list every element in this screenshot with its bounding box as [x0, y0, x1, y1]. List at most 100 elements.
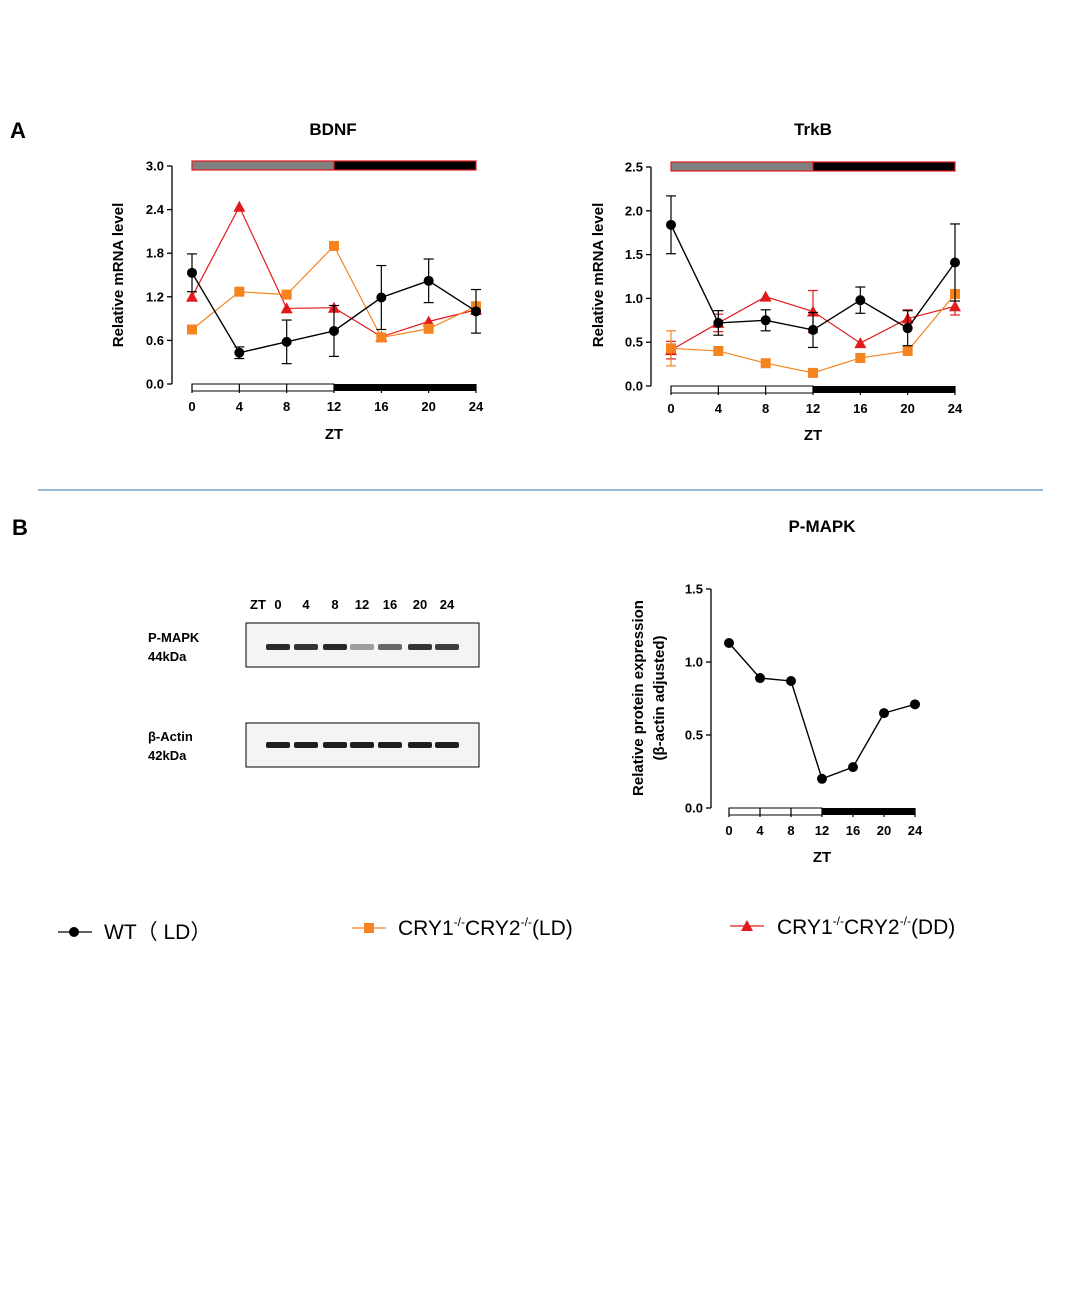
legend-cry-dd-part-3: (DD) [911, 916, 955, 939]
pmapk-xtick-label-4: 16 [846, 823, 860, 838]
actin-band-2 [323, 742, 347, 748]
trkb-top-bar-light [670, 161, 814, 172]
trkb-wt-point-1 [713, 317, 724, 328]
pmapk-xtick-label-3: 12 [815, 823, 829, 838]
legend-cry-ld-part-2: CRY2 [465, 917, 521, 940]
legend-cry-dd-sup-2: -/- [900, 914, 911, 928]
trkb-xtick-label-6: 24 [948, 401, 963, 416]
pmapk-band-0 [266, 644, 290, 650]
pmapk-wt-point-4 [848, 762, 858, 773]
legend-cry-ld-sup-1: -/- [454, 915, 465, 929]
blot-lane-label-0: 0 [274, 597, 281, 612]
pmapk-xtick-label-2: 8 [787, 823, 794, 838]
trkb-wt-point-5 [902, 323, 913, 334]
bdnf-wt-point-0 [187, 267, 197, 278]
actin-blot-size: 42kDa [148, 748, 187, 763]
legend-cry-dd-sup-1: -/- [833, 914, 844, 928]
legend-wt-marker [69, 927, 79, 937]
panel-label-a: A [10, 118, 26, 143]
pmapk-ytick-label-0: 0.0 [685, 801, 703, 816]
bdnf-dark-bar [334, 384, 476, 391]
trkb-dd-point-6 [949, 300, 961, 312]
pmapk-ytick-label-1: 0.5 [685, 728, 703, 743]
trkb-dd-point-2 [759, 290, 772, 302]
pmapk-xtick-label-0: 0 [725, 823, 732, 838]
bdnf-ytick-label-5: 3.0 [146, 159, 164, 174]
bdnf-light-bar [191, 383, 335, 392]
blot-lane-label-1: 4 [302, 597, 310, 612]
actin-bands [266, 742, 459, 748]
pmapk-y-label-2: (β-actin adjusted) [651, 636, 668, 761]
pmapk-blot-size: 44kDa [148, 649, 187, 664]
bdnf-ytick-label-2: 1.2 [146, 289, 164, 304]
bdnf-chart: BDNF 0.0 0.6 1.2 1.8 2.4 3.0 0 4 8 12 16 20 24 ZT Relat… [110, 120, 484, 443]
trkb-wt-point-0 [666, 219, 676, 230]
pmapk-band-1 [294, 644, 318, 650]
bdnf-x-label: ZT [325, 426, 343, 443]
pmapk-y-label: Relative protein expression [630, 600, 647, 796]
blot-lane-label-3: 12 [355, 597, 369, 612]
pmapk-ytick-label-2: 1.0 [685, 655, 703, 670]
trkb-ytick-label-4: 2.0 [625, 203, 643, 218]
blot-lane-labels: 0 4 8 12 16 20 24 [274, 597, 455, 612]
blot-lane-label-5: 20 [413, 597, 427, 612]
bdnf-ld-point-2 [281, 289, 292, 300]
bdnf-wt-point-4 [376, 292, 387, 303]
bdnf-xtick-label-6: 24 [469, 399, 484, 414]
bdnf-dd-point-5 [422, 315, 435, 327]
pmapk-x-label: ZT [813, 849, 831, 866]
trkb-ytick-label-3: 1.5 [625, 247, 643, 262]
blot-lane-label-4: 16 [383, 597, 397, 612]
trkb-ld-point-1 [713, 345, 724, 356]
trkb-dd-point-4 [854, 337, 867, 349]
bdnf-ld-point-3 [329, 240, 339, 251]
bdnf-wt-point-2 [281, 336, 292, 347]
trkb-xtick-label-1: 4 [715, 401, 723, 416]
bdnf-y-label: Relative mRNA level [110, 203, 127, 348]
trkb-wt-point-6 [950, 257, 960, 268]
bdnf-ld-point-0 [187, 324, 197, 335]
bdnf-xtick-label-0: 0 [188, 399, 195, 414]
pmapk-bands [266, 644, 459, 650]
pmapk-wt-point-3 [817, 773, 827, 784]
bdnf-dd-point-1 [233, 200, 246, 212]
pmapk-wt-point-0 [724, 638, 734, 649]
trkb-ytick-label-2: 1.0 [625, 291, 643, 306]
actin-band-0 [266, 742, 290, 748]
actin-band-6 [435, 742, 459, 748]
bdnf-top-bar-light [191, 160, 335, 171]
legend-wt-label: WT（ LD） [104, 921, 211, 944]
bdnf-ytick-label-1: 0.6 [146, 333, 164, 348]
bdnf-wt-point-1 [234, 347, 245, 358]
trkb-dd-point-3 [807, 305, 819, 317]
pmapk-wt-point-1 [755, 673, 765, 684]
trkb-ytick-label-5: 2.5 [625, 160, 643, 175]
pmapk-light-bar [728, 807, 823, 816]
actin-band-3 [350, 742, 374, 748]
bdnf-ld-point-1 [234, 286, 245, 297]
blot-lane-label-6: 24 [440, 597, 455, 612]
trkb-title: TrkB [794, 120, 832, 139]
bdnf-wt-point-5 [423, 275, 434, 286]
blot-lane-label-2: 8 [331, 597, 338, 612]
trkb-xtick-label-4: 16 [853, 401, 867, 416]
pmapk-band-2 [323, 644, 347, 650]
legend-cry-ld-marker [364, 923, 374, 933]
actin-band-4 [378, 742, 402, 748]
trkb-wt-point-3 [808, 324, 818, 335]
trkb-wt-point-4 [855, 295, 866, 306]
legend-cry-dd-label: CRY1-/-CRY2-/-(DD) [777, 914, 955, 939]
western-blot: ZT 0 4 8 12 16 20 24 P-MAPK 44kDa β-Actin 42kD… [148, 597, 480, 768]
bdnf-title: BDNF [309, 120, 356, 139]
legend-item-wt: WT（ LD） [58, 921, 211, 944]
bdnf-ytick-label-0: 0.0 [146, 377, 164, 392]
trkb-ld-point-4 [855, 352, 866, 363]
bdnf-dd-point-2 [280, 302, 293, 314]
trkb-xtick-label-0: 0 [667, 401, 674, 416]
pmapk-xtick-label-6: 24 [908, 823, 923, 838]
pmapk-band-4 [378, 644, 402, 650]
pmapk-ytick-label-3: 1.5 [685, 582, 703, 597]
legend-item-cry-dd: CRY1-/-CRY2-/-(DD) [730, 914, 955, 939]
trkb-ld-point-5 [902, 345, 913, 356]
